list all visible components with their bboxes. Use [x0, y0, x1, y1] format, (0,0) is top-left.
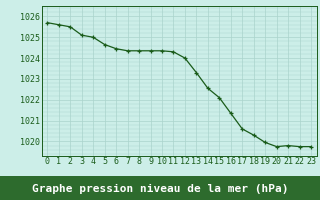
Text: Graphe pression niveau de la mer (hPa): Graphe pression niveau de la mer (hPa): [32, 184, 288, 194]
